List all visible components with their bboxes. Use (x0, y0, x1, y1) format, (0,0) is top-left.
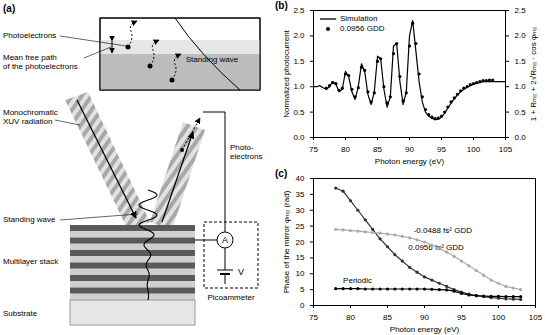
svg-text:0.0: 0.0 (293, 133, 305, 142)
svg-text:Normalized photocurrent: Normalized photocurrent (282, 29, 291, 117)
svg-text:-0.0488 fs² GDD: -0.0488 fs² GDD (414, 226, 472, 235)
svg-text:85: 85 (373, 145, 382, 154)
svg-text:40: 40 (296, 174, 305, 183)
svg-text:Phase of the mirror φₘᵢᵣ (rad): Phase of the mirror φₘᵢᵣ (rad) (282, 190, 291, 293)
svg-text:Standing wave: Standing wave (186, 55, 239, 64)
svg-text:1 + Rₘᵢᵣ + 2√Rₘᵢᵣ · cos φₘᵢᵣ: 1 + Rₘᵢᵣ + 2√Rₘᵢᵣ · cos φₘᵢᵣ (529, 27, 538, 122)
svg-text:Multilayer stack: Multilayer stack (3, 257, 59, 266)
svg-text:95: 95 (457, 313, 466, 322)
svg-text:0.0956 fs² GDD: 0.0956 fs² GDD (408, 242, 464, 252)
svg-text:0.5: 0.5 (293, 108, 305, 117)
svg-text:1.0: 1.0 (515, 82, 527, 91)
svg-text:100: 100 (492, 313, 506, 322)
svg-text:Mean free path: Mean free path (3, 53, 57, 62)
html-text:0.0956 GDD: 0.0956 GDD (340, 24, 385, 33)
svg-text:85: 85 (383, 313, 392, 322)
svg-text:80: 80 (346, 313, 355, 322)
svg-text:Photoelectrons: Photoelectrons (3, 31, 56, 40)
svg-text:(a): (a) (3, 3, 15, 14)
svg-text:25: 25 (296, 222, 305, 231)
svg-text:20: 20 (296, 238, 305, 247)
svg-text:Standing wave: Standing wave (3, 215, 56, 224)
svg-text:2.5: 2.5 (293, 6, 305, 15)
html-text:(b): (b) (275, 0, 288, 11)
html-text:Simulation: Simulation (340, 14, 378, 23)
svg-text:electrons: electrons (230, 152, 262, 161)
svg-text:5: 5 (300, 285, 305, 294)
svg-text:10: 10 (296, 269, 305, 278)
svg-text:2.0: 2.0 (293, 31, 305, 40)
svg-text:Periodic: Periodic (343, 276, 372, 285)
svg-text:1.5: 1.5 (293, 57, 305, 66)
svg-text:75: 75 (309, 145, 318, 154)
svg-text:A: A (222, 235, 228, 245)
svg-text:2.5: 2.5 (515, 6, 527, 15)
svg-text:105: 105 (499, 145, 513, 154)
svg-text:1.0: 1.0 (293, 82, 305, 91)
svg-text:of the photoelectrons: of the photoelectrons (3, 62, 78, 71)
svg-text:2.0: 2.0 (515, 31, 527, 40)
svg-text:90: 90 (405, 145, 414, 154)
svg-text:30: 30 (296, 206, 305, 215)
svg-text:Picoammeter: Picoammeter (207, 293, 254, 302)
svg-text:100: 100 (467, 145, 481, 154)
svg-text:95: 95 (437, 145, 446, 154)
svg-text:0.5: 0.5 (515, 108, 527, 117)
svg-text:XUV radiation: XUV radiation (3, 117, 52, 126)
svg-text:0: 0 (300, 301, 305, 310)
svg-text:0.0: 0.0 (515, 133, 527, 142)
svg-text:Substrate: Substrate (3, 309, 38, 318)
svg-text:90: 90 (420, 313, 429, 322)
svg-text:Photon energy (eV): Photon energy (eV) (375, 157, 445, 166)
svg-text:80: 80 (341, 145, 350, 154)
svg-text:35: 35 (296, 190, 305, 199)
svg-text:Photo-: Photo- (230, 143, 254, 152)
svg-text:Photon energy (eV): Photon energy (eV) (390, 325, 460, 334)
svg-text:15: 15 (296, 253, 305, 262)
html-text:(c): (c) (275, 168, 288, 179)
svg-text:75: 75 (309, 313, 318, 322)
svg-text:105: 105 (529, 313, 543, 322)
svg-text:Monochromatic: Monochromatic (3, 108, 58, 117)
svg-text:V: V (238, 267, 244, 277)
svg-text:1.5: 1.5 (515, 57, 527, 66)
